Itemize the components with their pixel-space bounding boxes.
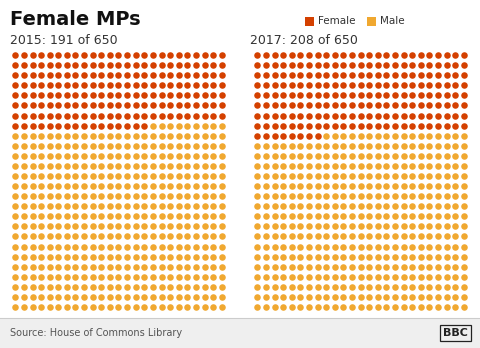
- Bar: [367, 16, 376, 25]
- Text: Source: House of Commons Library: Source: House of Commons Library: [10, 328, 182, 338]
- Text: BBC: BBC: [443, 328, 468, 338]
- Bar: [305, 16, 314, 25]
- Text: Male: Male: [380, 16, 405, 26]
- Text: Female MPs: Female MPs: [10, 10, 141, 29]
- Bar: [0, 318, 480, 348]
- Text: 2017: 208 of 650: 2017: 208 of 650: [250, 33, 358, 47]
- Text: Female: Female: [318, 16, 356, 26]
- Text: 2015: 191 of 650: 2015: 191 of 650: [10, 33, 118, 47]
